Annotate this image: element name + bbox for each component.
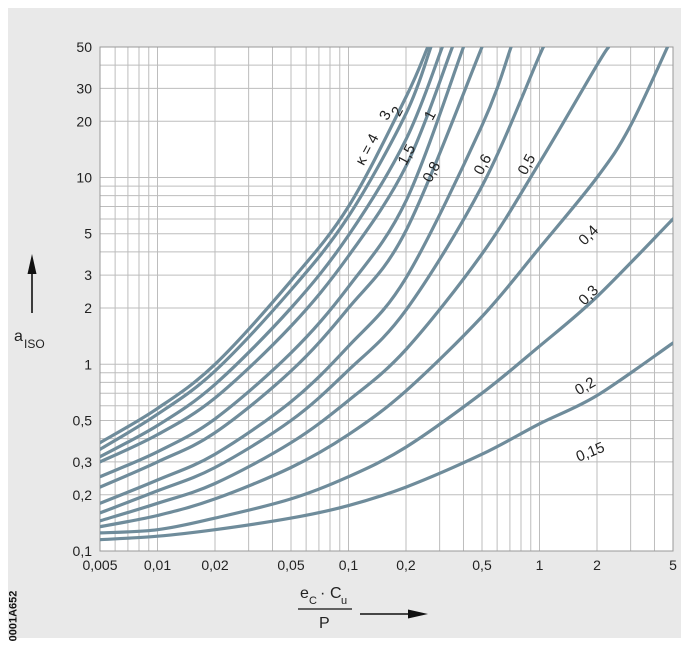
y-axis-label: a ISO [14,254,45,351]
grid [99,46,674,552]
y-tick-label: 20 [76,113,92,129]
y-tick-label: 0,3 [73,454,93,470]
y-axis-label-main: a [14,328,23,345]
y-axis-arrow-head [27,254,37,274]
x-label-c: C [330,585,342,602]
x-tick-label: 5 [669,557,677,573]
series-line-5 [100,47,484,489]
y-tick-label: 5 [84,226,92,242]
y-axis-label-sub: ISO [24,337,45,351]
y-tick-label: 0,2 [73,487,93,503]
series-line-10 [100,217,673,535]
y-tick-label: 30 [76,80,92,96]
x-tick-label: 0,5 [472,557,492,573]
y-tick-label: 2 [84,300,92,316]
x-axis-label: e C · C u P [298,585,428,632]
curves [100,47,673,542]
y-tick-label: 10 [76,170,92,186]
plot-area [100,47,673,551]
x-tick-label: 0,05 [277,557,304,573]
y-tick-label: 0,1 [73,543,93,559]
y-tick-label: 0,5 [73,412,93,428]
x-axis-arrow-head [408,609,428,619]
x-label-e: e [300,585,309,602]
x-tick-label: 0,2 [396,557,416,573]
y-tick-label: 50 [76,39,92,55]
figure-code-text: 0001A652 [7,590,20,642]
series-line-9 [100,47,670,529]
x-tick-labels: 0,005 0,01 0,02 0,05 0,1 0,2 0,5 1 2 5 [82,557,677,573]
y-tick-label: 1 [84,356,92,372]
x-tick-label: 0,1 [339,557,359,573]
series-line-11 [100,341,673,542]
chart-panel: 0,005 0,01 0,02 0,05 0,1 0,2 0,5 1 2 5 0,1 0,2 0,3 0… [7,8,681,641]
x-tick-label: 1 [536,557,544,573]
x-tick-label: 0,01 [144,557,171,573]
x-label-p: P [319,615,330,632]
x-label-c-sub: u [341,595,347,607]
figure-code: 0001A652 [7,588,22,648]
series-line-4 [100,47,466,479]
series-line-1 [100,47,433,451]
plot-frame [99,46,674,552]
series-line-3 [100,47,454,464]
x-tick-label: 2 [593,557,601,573]
y-tick-labels: 0,1 0,2 0,3 0,5 1 2 3 5 10 20 30 50 [73,39,93,559]
x-tick-label: 0,02 [201,557,228,573]
series-line-8 [100,47,611,523]
chart: 0,005 0,01 0,02 0,05 0,1 0,2 0,5 1 2 5 0,10,20,30… [14,39,677,632]
series-line-2 [100,47,444,459]
x-tick-label: 0,005 [82,557,117,573]
series-line-0 [100,47,430,445]
x-label-e-sub: C [309,595,317,607]
series-line-7 [100,47,546,515]
x-label-dot: · [320,585,325,602]
y-tick-label: 3 [84,267,92,283]
series-line-6 [100,47,513,505]
